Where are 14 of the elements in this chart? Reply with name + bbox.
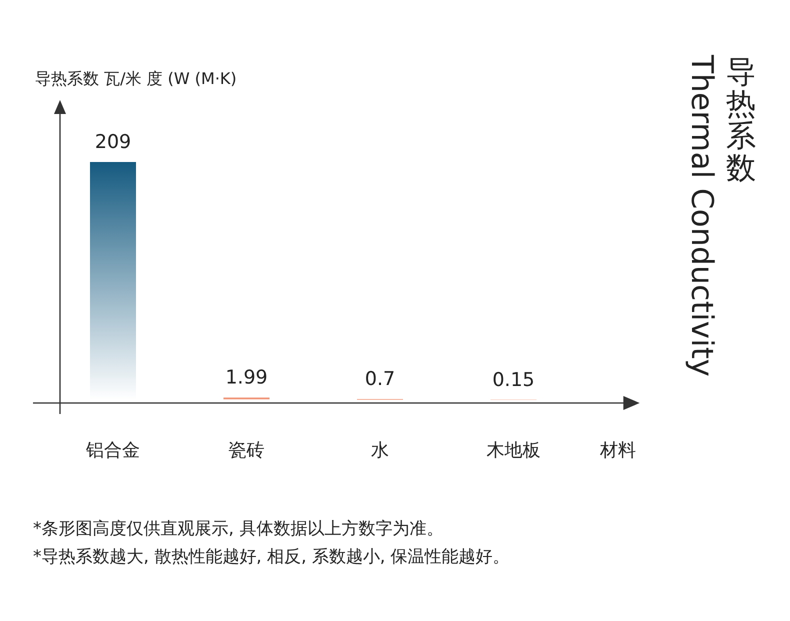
- x-tick-label: 木地板: [486, 440, 540, 461]
- text: Thermal Conductivity: [684, 54, 719, 377]
- data-label: 1.99: [225, 366, 268, 389]
- x-tick-label: 水: [371, 440, 389, 461]
- text: *条形图高度仅供直观展示, 具体数据以上方数字为准。: [33, 519, 444, 539]
- y-axis-title: 导热系数 瓦/米 度 (W (M·K): [35, 69, 237, 88]
- text: *导热系数越大, 散热性能越好, 相反, 系数越小, 保温性能越好。: [33, 547, 510, 567]
- data-label: 0.7: [364, 368, 396, 390]
- x-tick-label: 瓷砖: [228, 440, 264, 461]
- data-label: 209: [94, 131, 132, 153]
- x-tick-label: 铝合金: [85, 440, 140, 461]
- x-axis-title: 材料: [599, 440, 636, 461]
- data-label: 0.15: [492, 368, 535, 391]
- text: 导热系数: [726, 55, 756, 186]
